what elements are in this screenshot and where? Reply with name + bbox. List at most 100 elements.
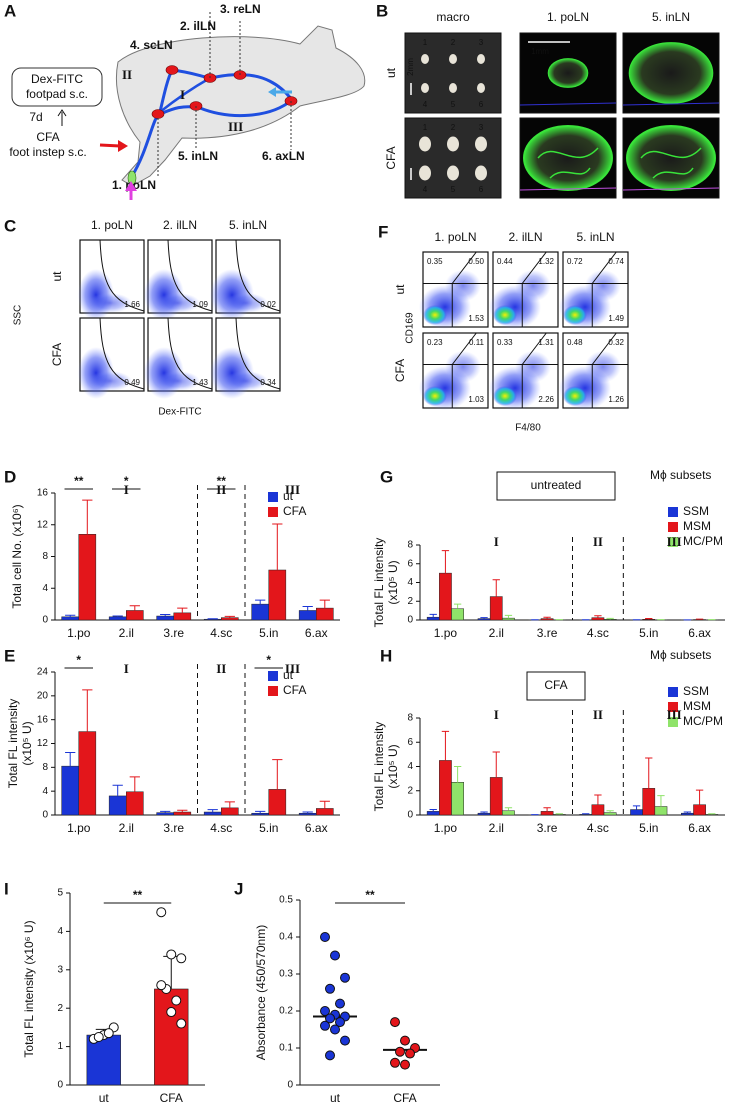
y-tick-label: 1 [57, 1041, 63, 1052]
data-point [156, 980, 167, 991]
gate [99, 239, 145, 312]
bar [477, 812, 491, 816]
quadrant-value: 0.32 [608, 338, 624, 347]
y-tick-label: 8 [407, 540, 413, 551]
data-point [320, 932, 330, 942]
scale-label: 2mm [406, 58, 415, 76]
event-cloud [585, 350, 621, 383]
x-tick-label: 5.in [259, 821, 278, 835]
lymph-node-image [547, 58, 589, 88]
baseline [519, 102, 617, 106]
lymph-node-photo [421, 83, 429, 93]
lymph-node-image [628, 42, 714, 104]
quadrant-value: 1.03 [468, 395, 484, 404]
x-tick-label: CFA [393, 1091, 416, 1105]
y-tick-label: 5 [57, 888, 63, 899]
legend-label: SSM [683, 504, 709, 518]
node-number: 2 [451, 123, 456, 132]
y-tick-label: 6 [407, 558, 413, 569]
y-tick-label: 4 [407, 577, 413, 588]
error-bar [302, 606, 313, 611]
fitc-network [537, 147, 599, 179]
gate-value: 0.02 [260, 300, 276, 309]
x-tick-label: 6.ax [688, 626, 711, 640]
panel-letter: E [4, 646, 15, 665]
error-bar [594, 615, 602, 618]
lymph-node-image [626, 125, 716, 191]
bar [489, 777, 503, 816]
panel-letter: I [4, 879, 9, 898]
bar [221, 807, 239, 816]
legend-label: CFA [283, 683, 306, 697]
data-point [335, 998, 345, 1009]
bar [591, 617, 605, 621]
error-bar [429, 809, 437, 812]
column-header: 1. poLN [434, 230, 476, 244]
arrowhead [268, 87, 276, 97]
row-label: CFA [384, 146, 398, 169]
error-bar [129, 605, 140, 611]
region-label: II [122, 67, 132, 82]
data-point [320, 1006, 330, 1016]
x-tick-label: 6.ax [305, 821, 328, 835]
y-tick-label: 2 [407, 596, 413, 607]
error-bar [632, 805, 641, 810]
y-axis-label: Total cell No. (x10⁶) [10, 504, 24, 608]
y-tick-label: 16 [37, 714, 49, 725]
event-cloud [515, 269, 551, 302]
gate [235, 239, 281, 312]
panel-letter: G [380, 467, 393, 486]
error-bar [441, 730, 450, 761]
gate [167, 317, 213, 390]
y-tick-label: 0.2 [279, 1006, 293, 1017]
legend-swatch [268, 492, 278, 502]
scale-label: 1mm [531, 47, 549, 56]
region-label: II [593, 707, 603, 722]
bar [126, 610, 144, 621]
data-point [325, 1013, 335, 1024]
x-tick-label: 5.in [639, 626, 658, 640]
quadrant-line [591, 332, 617, 365]
lymph-node-photo [475, 165, 487, 181]
event-core [563, 386, 587, 406]
legend-swatch [268, 507, 278, 517]
y-tick-label: 2 [57, 1003, 63, 1014]
bar [316, 808, 334, 816]
title-box [496, 471, 616, 501]
data-point [176, 953, 187, 964]
data-point [325, 983, 335, 994]
pretreatment-label: foot instep s.c. [9, 145, 86, 159]
lymph-node-image [523, 125, 613, 191]
region-label: I [124, 661, 129, 676]
x-tick-label: 3.re [163, 821, 184, 835]
bar [426, 811, 440, 816]
event-cloud [224, 371, 268, 391]
node-number: 6 [479, 185, 484, 194]
event-cloud [515, 350, 551, 383]
baseline [622, 187, 720, 191]
quadrant-value: 0.11 [469, 338, 485, 347]
legend-title: Mϕ subsets [650, 648, 711, 662]
bar [154, 988, 189, 1086]
legend-label: ut [283, 489, 294, 503]
legend-label: MSM [683, 699, 711, 713]
region-label: I [494, 534, 499, 549]
gate [235, 317, 281, 390]
fitc-network [640, 147, 702, 179]
y-tick-label: 4 [407, 761, 413, 772]
x-tick-label: CFA [160, 1091, 183, 1105]
bar [681, 812, 694, 816]
column-header: macro [436, 10, 470, 24]
y-tick-label: 12 [37, 519, 49, 530]
column-header: 5. inLN [652, 10, 690, 24]
error-bar [543, 616, 551, 619]
data-point [93, 1032, 104, 1042]
node-number: 4 [423, 100, 428, 109]
region-label: II [593, 534, 603, 549]
y-tick-label: 4 [57, 926, 63, 937]
quadrant-value: 0.50 [468, 257, 484, 266]
error-bar [302, 811, 313, 814]
y-tick-label: 6 [407, 737, 413, 748]
arrowhead [118, 140, 128, 152]
node-number: 3 [479, 123, 484, 132]
